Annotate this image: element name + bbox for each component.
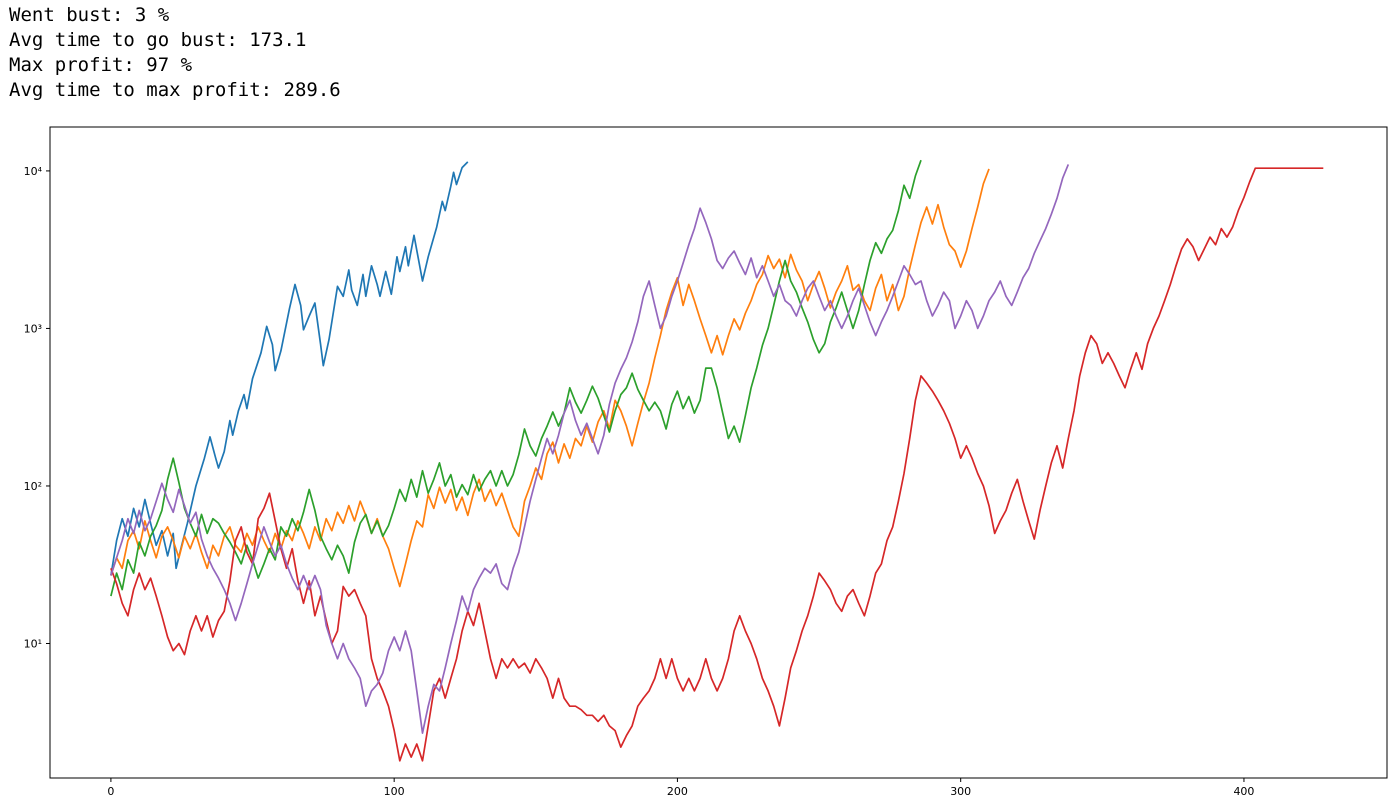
y-tick-label: 10² [24, 480, 42, 493]
series-line-4 [110, 167, 1324, 762]
y-tick-label: 10¹ [24, 637, 42, 650]
x-tick-label: 0 [107, 785, 114, 798]
series-line-1 [110, 161, 469, 576]
y-tick-label: 10⁴ [24, 165, 43, 178]
avg-time-max-profit-text: Avg time to max profit: 289.6 [9, 79, 341, 101]
stats-output: Went bust: 3 % Avg time to go bust: 173.… [9, 3, 341, 103]
x-tick-label: 200 [667, 785, 688, 798]
series-layer [110, 159, 1324, 762]
x-tick-label: 400 [1233, 785, 1254, 798]
x-tick-label: 300 [950, 785, 971, 798]
y-tick-label: 10³ [24, 322, 42, 335]
went-bust-text: Went bust: 3 % [9, 4, 170, 26]
avg-time-bust-text: Avg time to go bust: 173.1 [9, 29, 307, 51]
plot-frame [49, 126, 1388, 779]
max-profit-text: Max profit: 97 % [9, 54, 193, 76]
x-tick-label: 100 [384, 785, 405, 798]
axes-layer: 0 100 200 300 400 10¹ 10² 10³ 10⁴ [24, 165, 1255, 798]
series-line-2 [110, 168, 990, 588]
series-line-5 [110, 164, 1070, 734]
